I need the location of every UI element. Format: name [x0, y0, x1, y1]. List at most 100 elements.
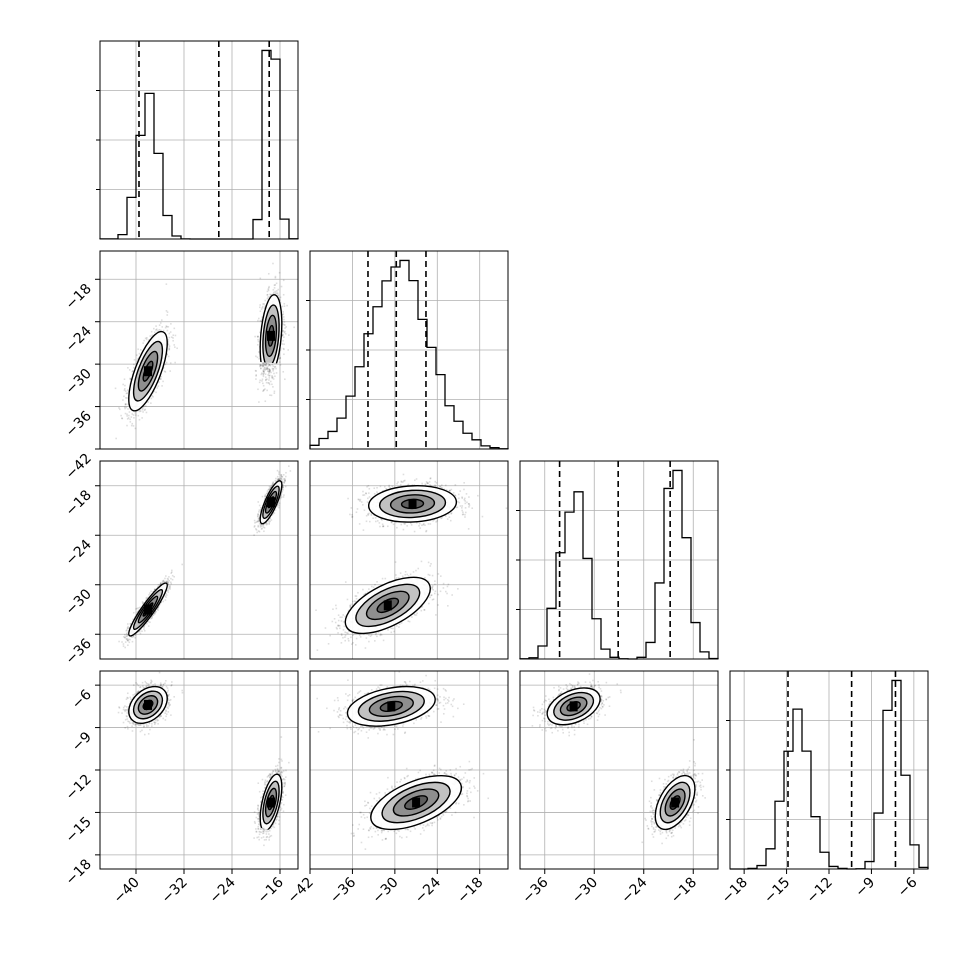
- scatter-point: [253, 534, 255, 536]
- scatter-point: [261, 527, 263, 530]
- scatter-point: [265, 495, 267, 498]
- scatter-point: [262, 365, 265, 368]
- scatter-point: [165, 592, 167, 595]
- scatter-point: [132, 618, 135, 621]
- scatter-point: [118, 408, 121, 411]
- scatter-point: [265, 364, 267, 367]
- scatter-point: [143, 626, 145, 628]
- scatter-point: [268, 372, 270, 375]
- scatter-point: [153, 612, 155, 615]
- scatter-point: [259, 524, 262, 527]
- scatter-point: [256, 520, 259, 523]
- scatter-point: [138, 609, 140, 611]
- density-peak: [267, 330, 275, 341]
- scatter-point: [260, 364, 262, 367]
- scatter-point: [282, 330, 285, 332]
- scatter-point: [127, 366, 129, 369]
- scatter-point: [257, 338, 259, 341]
- scatter-point: [132, 414, 135, 416]
- scatter-point: [137, 414, 140, 417]
- scatter-point: [130, 635, 133, 638]
- scatter-point: [276, 469, 279, 472]
- scatter-point: [267, 382, 270, 384]
- scatter-point: [159, 583, 162, 586]
- scatter-point: [170, 323, 172, 325]
- scatter-point: [276, 504, 278, 507]
- scatter-point: [264, 299, 267, 302]
- scatter-point: [124, 636, 126, 639]
- scatter-point: [281, 487, 284, 490]
- scatter-point: [174, 334, 177, 337]
- scatter-point: [130, 623, 132, 626]
- scatter-point: [173, 327, 176, 330]
- scatter-point: [282, 484, 284, 486]
- scatter-point: [271, 377, 274, 380]
- scatter-point: [166, 589, 168, 592]
- scatter-point: [257, 520, 260, 523]
- scatter-point: [130, 424, 133, 427]
- scatter-point: [165, 575, 167, 577]
- scatter-point: [263, 363, 266, 365]
- scatter-point: [137, 607, 140, 609]
- scatter-point: [163, 370, 166, 373]
- scatter-point: [152, 614, 154, 616]
- scatter-point: [151, 617, 153, 620]
- scatter-point: [270, 519, 273, 521]
- scatter-point: [275, 477, 277, 480]
- scatter-point: [268, 364, 271, 366]
- scatter-point: [271, 367, 274, 370]
- scatter-point: [261, 305, 264, 308]
- scatter-point: [263, 368, 266, 371]
- scatter-point: [282, 488, 284, 491]
- scatter-point: [269, 293, 271, 296]
- scatter-point: [126, 424, 128, 427]
- scatter-point: [133, 359, 136, 361]
- scatter-point: [281, 314, 284, 316]
- scatter-point: [123, 389, 126, 392]
- scatter-point: [163, 581, 166, 583]
- scatter-point: [148, 339, 150, 341]
- scatter-point: [275, 282, 278, 285]
- scatter-point: [278, 478, 280, 480]
- scatter-point: [166, 581, 168, 583]
- scatter-point: [271, 376, 273, 378]
- scatter-point: [152, 590, 155, 593]
- scatter-point: [155, 325, 157, 327]
- scatter-point: [164, 595, 166, 598]
- scatter-point: [267, 491, 270, 493]
- scatter-point: [167, 591, 170, 593]
- scatter-point: [283, 481, 286, 484]
- scatter-point: [169, 586, 171, 589]
- scatter-point: [273, 287, 276, 289]
- scatter-point: [138, 410, 141, 413]
- scatter-point: [130, 416, 133, 418]
- scatter-point: [127, 639, 129, 642]
- scatter-point: [266, 492, 268, 495]
- scatter-point: [141, 417, 143, 419]
- scatter-point: [137, 358, 139, 361]
- scatter-point: [150, 590, 152, 593]
- scatter-point: [150, 617, 152, 620]
- scatter-point: [181, 563, 184, 566]
- scatter-point: [166, 580, 169, 582]
- scatter-point: [282, 311, 285, 313]
- scatter-point: [262, 374, 265, 376]
- scatter-point: [145, 597, 148, 599]
- scatter-point: [126, 634, 129, 636]
- scatter-point: [262, 375, 265, 378]
- scatter-point: [260, 367, 262, 370]
- scatter-point: [281, 482, 284, 484]
- scatter-point: [263, 526, 266, 529]
- scatter-point: [151, 615, 153, 618]
- scatter-point: [264, 400, 267, 403]
- scatter-point: [121, 417, 124, 420]
- scatter-point: [167, 589, 170, 591]
- scatter-point: [170, 572, 173, 575]
- scatter-point: [137, 358, 140, 360]
- scatter-point: [132, 634, 135, 637]
- scatter-point: [284, 333, 287, 335]
- scatter-point: [268, 368, 270, 370]
- scatter-point: [171, 574, 174, 577]
- scatter-point: [168, 587, 170, 589]
- scatter-point: [289, 470, 292, 472]
